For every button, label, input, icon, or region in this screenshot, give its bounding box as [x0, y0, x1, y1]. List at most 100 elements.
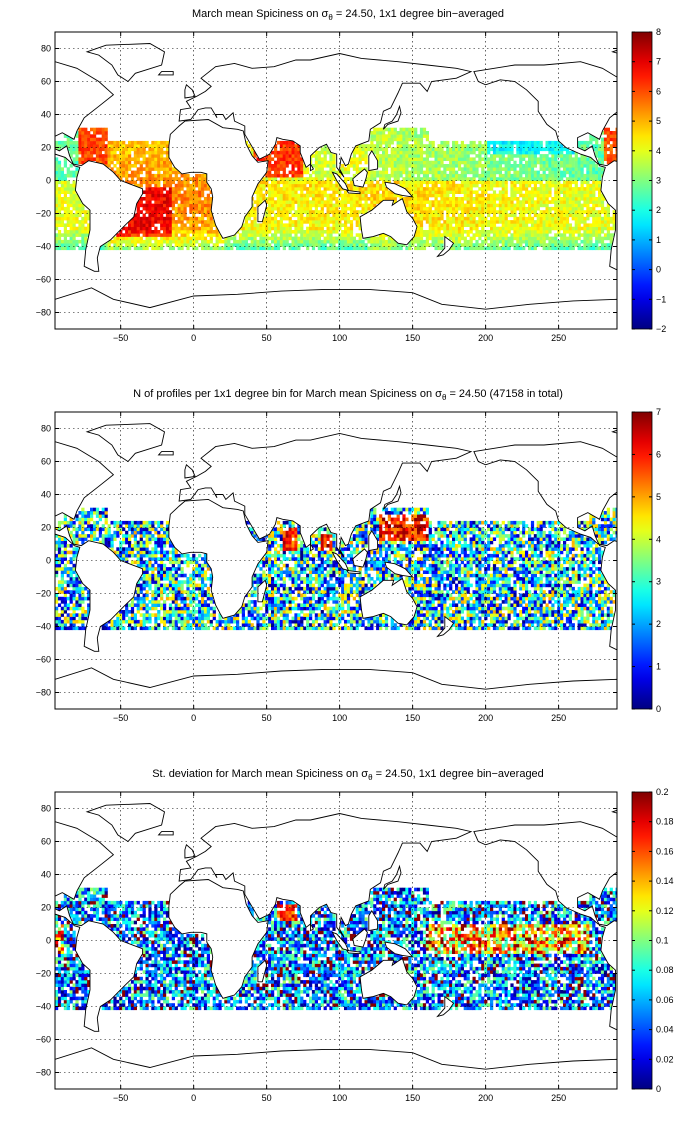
- data-cell: [291, 239, 295, 244]
- data-cell: [460, 140, 464, 145]
- data-cell: [522, 187, 526, 191]
- data-cell: [419, 180, 424, 185]
- data-cell: [414, 220, 418, 224]
- data-cell: [498, 164, 502, 168]
- data-cell: [157, 210, 161, 214]
- data-cell: [358, 246, 362, 251]
- data-cell: [472, 190, 476, 194]
- data-cell: [560, 200, 564, 204]
- data-cell: [522, 236, 526, 241]
- data-cell: [110, 147, 114, 152]
- data-cell: [244, 216, 248, 221]
- data-cell: [519, 213, 523, 218]
- data-cell: [598, 200, 602, 204]
- data-cell: [300, 160, 304, 165]
- data-cell: [525, 220, 529, 224]
- data-cell: [186, 203, 190, 208]
- data-cell: [271, 157, 275, 161]
- data-cell: [174, 226, 178, 231]
- data-cell: [414, 127, 418, 132]
- data-cell: [565, 164, 570, 168]
- data-cell: [274, 216, 278, 221]
- data-cell: [379, 140, 383, 145]
- data-cell: [63, 144, 67, 148]
- data-cell: [75, 613, 79, 617]
- data-cell: [206, 216, 210, 221]
- data-cell: [116, 239, 120, 244]
- data-cell: [376, 236, 380, 241]
- data-cell: [349, 187, 354, 191]
- data-cell: [528, 154, 532, 158]
- data-cell: [422, 173, 427, 178]
- data-cell: [244, 223, 248, 227]
- data-cell: [306, 203, 310, 208]
- data-cell: [469, 223, 473, 227]
- data-cell: [592, 170, 596, 175]
- data-cell: [522, 154, 526, 158]
- data-cell: [449, 233, 453, 237]
- data-cell: [408, 180, 412, 185]
- data-cell: [405, 197, 409, 201]
- data-cell: [519, 236, 523, 241]
- data-cell: [81, 537, 85, 541]
- data-cell: [72, 619, 76, 624]
- data-cell: [69, 557, 73, 561]
- data-cell: [422, 216, 427, 221]
- data-cell: [72, 570, 76, 574]
- data-cell: [408, 210, 412, 214]
- data-cell: [554, 187, 558, 191]
- data-cell: [78, 583, 82, 588]
- data-cell: [174, 236, 178, 241]
- data-cell: [393, 137, 397, 142]
- data-cell: [151, 246, 155, 251]
- data-cell: [425, 164, 429, 168]
- data-cell: [428, 206, 432, 211]
- data-cell: [168, 170, 173, 175]
- data-cell: [271, 220, 275, 224]
- data-cell: [595, 236, 599, 241]
- data-cell: [545, 167, 549, 171]
- data-cell: [557, 180, 561, 185]
- data-cell: [282, 183, 286, 188]
- data-cell: [297, 157, 301, 161]
- data-cell: [417, 154, 421, 158]
- data-cell: [484, 173, 488, 178]
- data-cell: [536, 200, 540, 204]
- data-cell: [282, 203, 286, 208]
- data-cell: [314, 167, 318, 171]
- data-cell: [516, 177, 520, 181]
- data-cell: [545, 154, 549, 158]
- data-cell: [256, 223, 260, 227]
- data-cell: [136, 147, 140, 152]
- data-cell: [157, 206, 161, 211]
- data-cell: [317, 200, 321, 204]
- data-cell: [326, 220, 330, 224]
- data-cell: [75, 157, 79, 161]
- data-cell: [285, 180, 289, 185]
- data-cell: [215, 239, 219, 244]
- data-cell: [203, 187, 208, 191]
- data-cell: [335, 203, 339, 208]
- data-cell: [297, 203, 301, 208]
- data-cell: [171, 200, 175, 204]
- data-cell: [247, 236, 251, 241]
- data-cell: [201, 203, 205, 208]
- data-cell: [571, 203, 575, 208]
- data-cell: [116, 527, 120, 532]
- data-cell: [203, 180, 208, 185]
- data-cell: [206, 213, 210, 218]
- data-cell: [87, 517, 91, 522]
- data-cell: [238, 246, 243, 251]
- data-cell: [81, 226, 85, 231]
- data-cell: [317, 177, 321, 181]
- data-cell: [431, 200, 435, 204]
- data-cell: [492, 230, 497, 234]
- x-tick-label: 0: [191, 333, 196, 343]
- data-cell: [501, 187, 505, 191]
- data-cell: [72, 216, 76, 221]
- data-cell: [297, 236, 301, 241]
- data-cell: [271, 164, 275, 168]
- data-cell: [548, 223, 552, 227]
- data-cell: [195, 236, 199, 241]
- data-cell: [414, 131, 418, 135]
